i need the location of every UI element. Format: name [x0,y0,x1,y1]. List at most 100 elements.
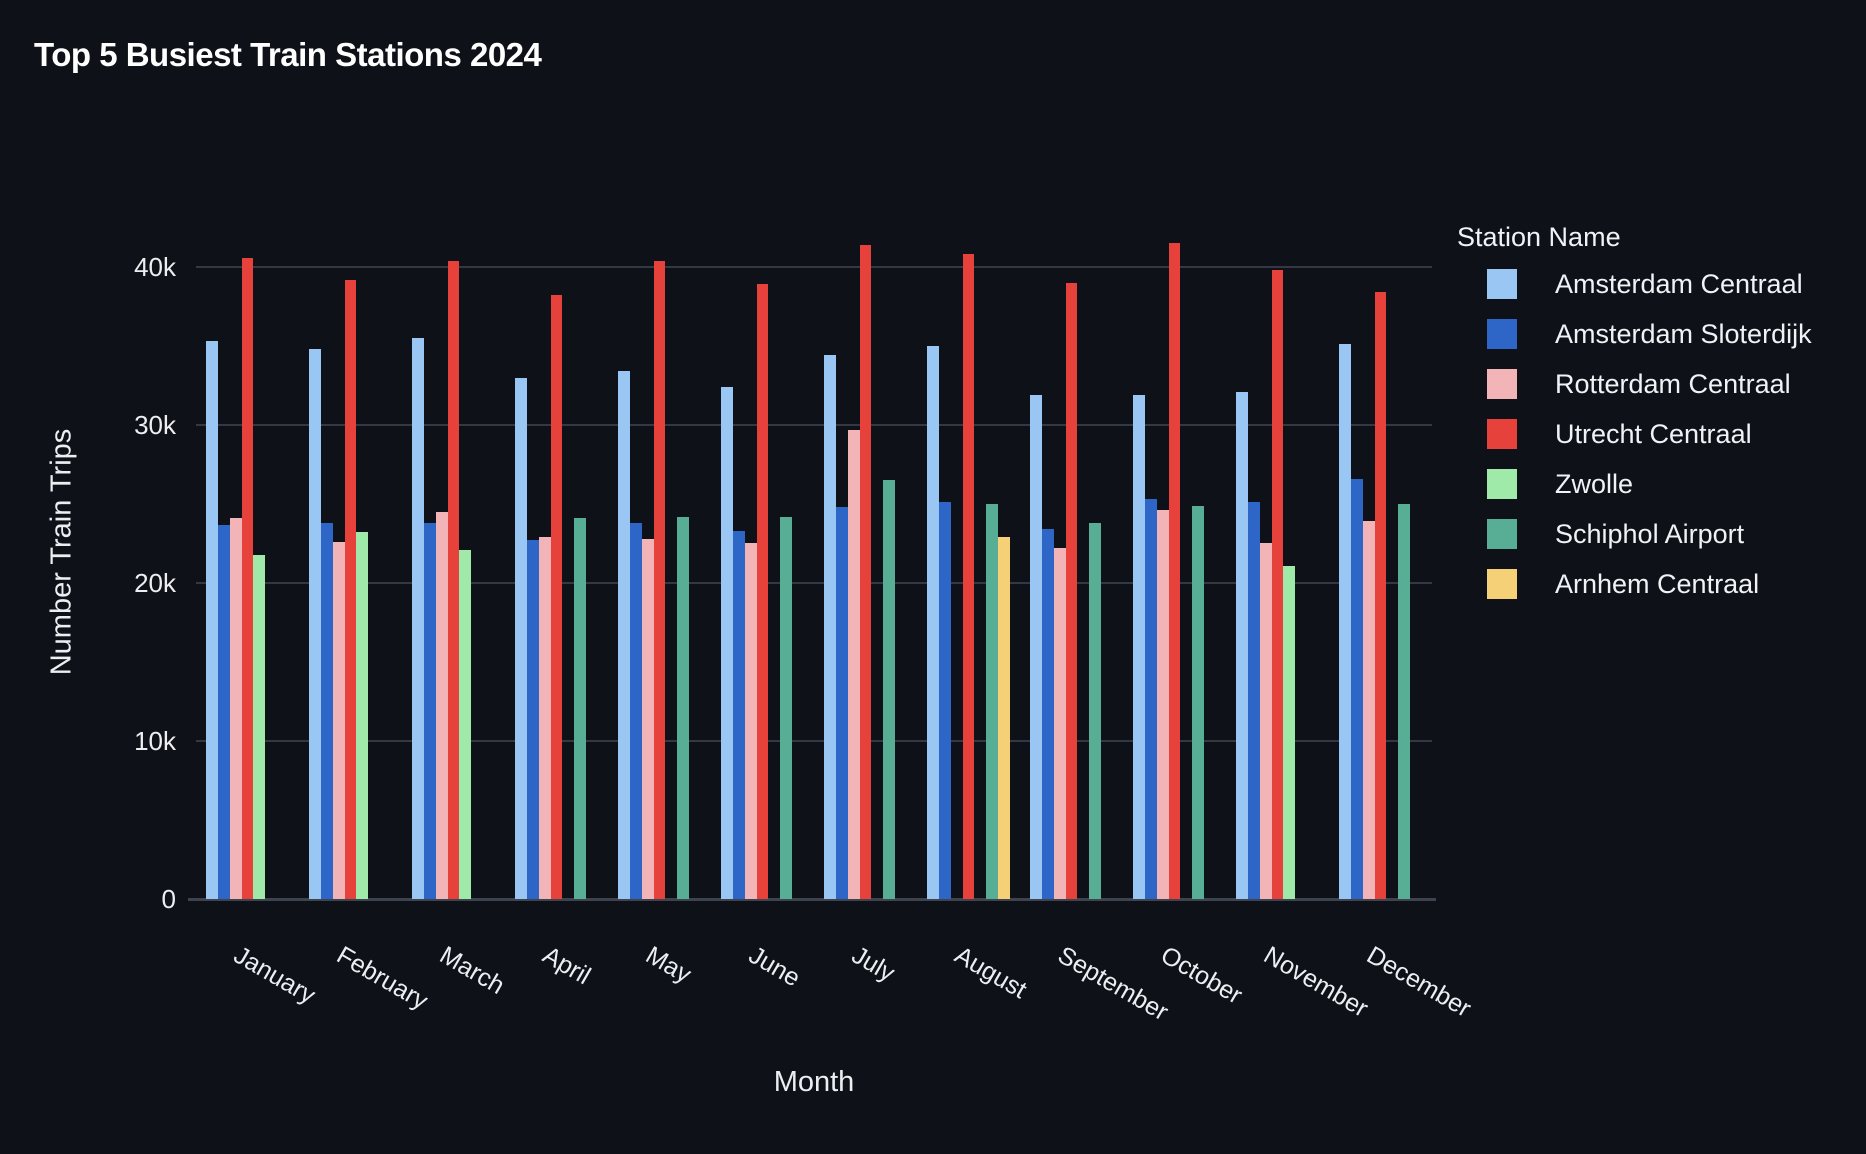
bar-utrecht-centraal-april [550,295,563,899]
bar-amsterdam-centraal-august [927,346,939,899]
bar-rotterdam-centraal-november [1259,543,1272,899]
y-tick-label-10k: 10k [134,726,176,756]
bar-group-september [1020,205,1123,899]
y-tick-label-0: 0 [161,884,176,914]
x-tick-label-december: December [1361,941,1476,1023]
bar-amsterdam-sloterdijk-november [1248,502,1260,899]
x-tick-label-august: August [949,941,1031,1005]
bar-amsterdam-sloterdijk-may [630,523,642,899]
bar-rotterdam-centraal-january [229,518,242,899]
bar-zwolle-march [459,550,472,899]
y-tick-label-30k: 30k [134,410,176,440]
legend-title: Station Name [1457,222,1621,252]
legend-item-amsterdam-centraal[interactable]: Amsterdam Centraal [1487,269,1812,299]
bar-schiphol-airport-may [677,517,689,899]
legend-item-label: Utrecht Centraal [1555,418,1752,449]
bar-amsterdam-sloterdijk-december [1351,479,1363,899]
bar-utrecht-centraal-march [447,261,460,899]
plot-area [188,205,1436,901]
bar-amsterdam-centraal-november [1236,392,1248,899]
legend-swatch [1487,519,1517,549]
bar-group-february [299,205,402,899]
x-axis-title: Month [773,1066,855,1098]
bar-amsterdam-centraal-october [1133,395,1145,899]
bar-rotterdam-centraal-october [1156,510,1169,899]
bar-utrecht-centraal-july [859,245,872,899]
bar-group-may [608,205,711,899]
bar-group-december [1329,205,1432,899]
bar-amsterdam-sloterdijk-april [527,540,539,899]
bar-utrecht-centraal-february [344,280,357,899]
legend-item-arnhem-centraal[interactable]: Arnhem Centraal [1487,569,1812,599]
legend-item-utrecht-centraal[interactable]: Utrecht Centraal [1487,419,1812,449]
chart-title: Top 5 Busiest Train Stations 2024 [34,36,542,73]
bar-group-october [1123,205,1226,899]
gridline-40k [196,266,1432,268]
bar-group-november [1226,205,1329,899]
bar-utrecht-centraal-january [241,258,254,899]
x-axis-line [188,898,1436,901]
legend-item-amsterdam-sloterdijk[interactable]: Amsterdam Sloterdijk [1487,319,1812,349]
bar-amsterdam-centraal-may [618,371,630,899]
bar-utrecht-centraal-june [756,284,769,899]
legend-swatch [1487,569,1517,599]
gridline-20k [196,582,1432,584]
bar-rotterdam-centraal-march [435,512,448,899]
legend-item-label: Zwolle [1555,468,1634,499]
bar-utrecht-centraal-august [962,254,975,899]
x-tick-label-february: February [331,941,433,1016]
bar-amsterdam-centraal-february [309,349,321,899]
bar-utrecht-centraal-may [653,261,666,899]
bar-arnhem-centraal-august [997,537,1010,899]
legend-item-zwolle[interactable]: Zwolle [1487,469,1812,499]
bar-group-august [917,205,1020,899]
bar-amsterdam-sloterdijk-september [1042,529,1054,899]
bar-group-march [402,205,505,899]
bar-amsterdam-centraal-april [515,378,527,899]
legend-item-label: Amsterdam Sloterdijk [1555,318,1812,349]
legend-item-label: Amsterdam Centraal [1555,268,1803,299]
bar-amsterdam-sloterdijk-march [424,523,436,899]
x-tick-label-april: April [537,941,595,991]
bar-amsterdam-centraal-september [1030,395,1042,899]
bar-group-june [711,205,814,899]
bar-amsterdam-centraal-july [824,355,836,899]
bar-rotterdam-centraal-april [538,537,551,899]
bar-amsterdam-sloterdijk-october [1145,499,1157,899]
bar-amsterdam-sloterdijk-february [321,523,333,899]
y-tick-label-20k: 20k [134,568,176,598]
bar-rotterdam-centraal-december [1362,521,1375,899]
legend-item-schiphol-airport[interactable]: Schiphol Airport [1487,519,1812,549]
bar-zwolle-november [1283,566,1296,899]
legend-item-rotterdam-centraal[interactable]: Rotterdam Centraal [1487,369,1812,399]
bar-utrecht-centraal-september [1065,283,1078,899]
bar-amsterdam-sloterdijk-august [939,502,951,899]
bar-group-april [505,205,608,899]
bar-rotterdam-centraal-september [1053,548,1066,899]
x-tick-label-june: June [743,941,805,993]
x-tick-label-march: March [434,941,509,1000]
x-tick-label-january: January [228,941,320,1010]
bar-utrecht-centraal-october [1168,243,1181,899]
bar-schiphol-airport-june [780,517,792,899]
legend-item-label: Arnhem Centraal [1555,568,1760,599]
x-tick-label-november: November [1258,941,1373,1023]
legend-swatch [1487,419,1517,449]
bar-schiphol-airport-july [883,480,895,899]
legend-swatch [1487,369,1517,399]
bar-utrecht-centraal-december [1374,292,1387,899]
bar-rotterdam-centraal-february [332,542,345,899]
x-axis-ticks: January February March April May June July Augu… [196,899,1476,1059]
bar-rotterdam-centraal-june [744,543,757,899]
bar-schiphol-airport-august [986,504,998,899]
bar-amsterdam-sloterdijk-june [733,531,745,899]
legend-swatch [1487,469,1517,499]
y-axis-ticks: 0 10k 20k 30k 40k [0,205,176,912]
bar-amsterdam-centraal-december [1339,344,1351,899]
bar-utrecht-centraal-november [1271,270,1284,899]
legend-swatch [1487,319,1517,349]
bar-schiphol-airport-december [1398,504,1410,899]
bar-schiphol-airport-april [574,518,586,899]
bar-zwolle-february [356,532,369,899]
bar-schiphol-airport-october [1192,506,1204,899]
